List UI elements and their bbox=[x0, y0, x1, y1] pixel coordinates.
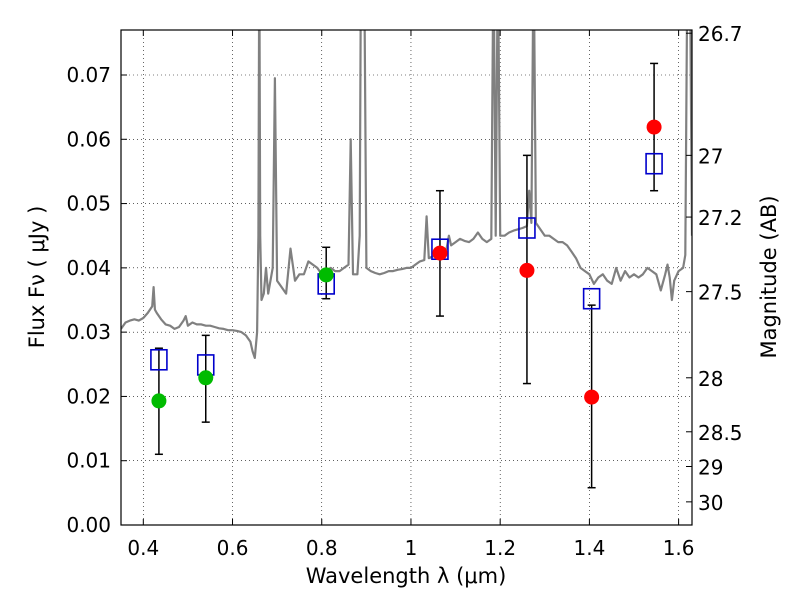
x-tick-label: 1.6 bbox=[663, 536, 695, 560]
y2-tick-label: 27.5 bbox=[698, 281, 743, 305]
x-tick-label: 0.4 bbox=[127, 536, 159, 560]
y-tick-label: 0.04 bbox=[66, 256, 111, 280]
green-data-point bbox=[151, 393, 167, 409]
green-data-point bbox=[198, 370, 214, 386]
red-data-point bbox=[646, 119, 662, 135]
y-axis-ticks: 0.00 0.01 0.02 0.03 0.04 0.05 0.06 0.07 bbox=[66, 63, 127, 537]
y2-tick-label: 29 bbox=[698, 456, 723, 480]
data-markers bbox=[150, 119, 663, 409]
y-tick-label: 0.07 bbox=[66, 63, 111, 87]
red-data-point bbox=[519, 262, 535, 278]
y2-tick-label: 28 bbox=[698, 367, 723, 391]
model-square-marker bbox=[150, 348, 168, 371]
y2-tick-label: 30 bbox=[698, 491, 723, 515]
x-axis-ticks: 0.4 0.6 0.8 1 1.2 1.4 1.6 bbox=[127, 30, 695, 560]
y2-tick-label: 26.7 bbox=[698, 22, 743, 46]
grid-lines bbox=[121, 30, 692, 526]
y2-tick-label: 27.2 bbox=[698, 206, 743, 230]
y-tick-label: 0.06 bbox=[66, 127, 111, 151]
y-tick-label: 0.03 bbox=[66, 320, 111, 344]
y-tick-label: 0.05 bbox=[66, 192, 111, 216]
x-tick-label: 1.2 bbox=[484, 536, 516, 560]
model-square-marker bbox=[518, 217, 536, 239]
y-tick-label: 0.02 bbox=[66, 384, 111, 408]
model-square-marker bbox=[645, 152, 663, 175]
x-tick-label: 1 bbox=[405, 536, 418, 560]
x-axis-label: Wavelength λ (μm) bbox=[306, 564, 507, 588]
y2-axis-ticks: 26.7 27 27.2 27.5 28 28.5 29 30 bbox=[686, 22, 743, 515]
y2-tick-label: 28.5 bbox=[698, 421, 743, 445]
y-tick-label: 0.00 bbox=[66, 513, 111, 537]
y-axis-label: Flux Fν ( μJy ) bbox=[25, 206, 49, 349]
model-square-marker bbox=[582, 287, 601, 310]
y2-axis-label: Magnitude (AB) bbox=[757, 195, 781, 358]
red-data-point bbox=[584, 389, 600, 405]
x-tick-label: 1.4 bbox=[573, 536, 605, 560]
plot-frame bbox=[120, 29, 693, 526]
plot-area-background bbox=[121, 30, 692, 525]
green-data-point bbox=[318, 267, 334, 283]
spectrum-line bbox=[121, 30, 692, 359]
spectrum-layer bbox=[121, 30, 692, 359]
x-tick-label: 0.8 bbox=[306, 536, 338, 560]
x-tick-label: 0.6 bbox=[217, 536, 249, 560]
y2-tick-label: 27 bbox=[698, 144, 723, 168]
y-tick-label: 0.01 bbox=[66, 449, 111, 473]
red-data-point bbox=[432, 245, 448, 261]
